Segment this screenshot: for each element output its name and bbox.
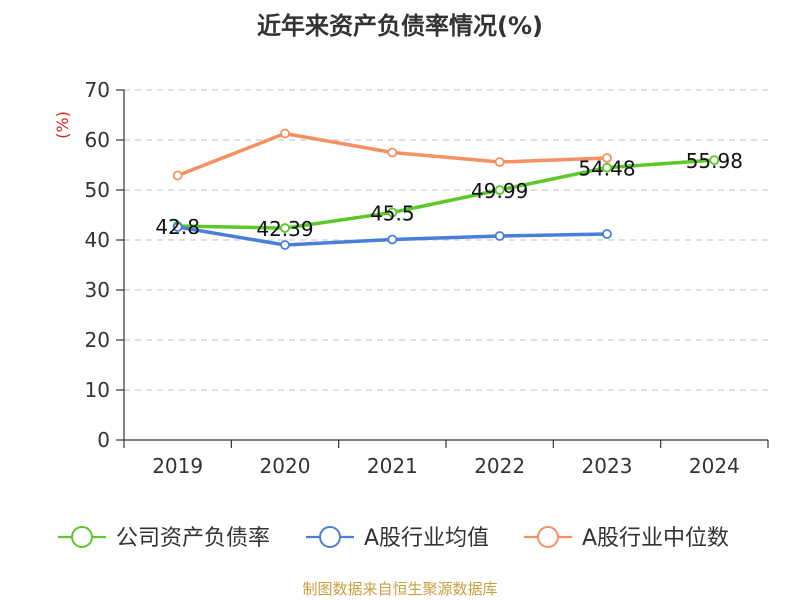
legend-item-0[interactable]: 公司资产负债率 <box>58 526 270 551</box>
series-0-point-2020 <box>280 223 290 233</box>
legend-label-1: A股行业均值 <box>364 526 489 551</box>
series-2-point-2021 <box>387 147 398 158</box>
data-label-2020: 42.39 <box>256 217 313 241</box>
y-axis-unit-label: (%) <box>53 111 72 139</box>
data-labels: 42.8 42.39 45.5 49.99 54.48 55.98 <box>155 149 743 241</box>
series-2-point-2022 <box>494 157 505 167</box>
series-2-point-2023 <box>602 153 612 163</box>
data-label-2024: 55.98 <box>686 149 743 173</box>
series-1-point-2023 <box>602 229 612 239</box>
y-tick-label-60: 60 <box>85 128 110 152</box>
source-note: 制图数据来自恒生聚源数据库 <box>302 580 497 598</box>
series-line-0 <box>175 158 717 230</box>
legend: 公司资产负债率 A股行业均值 A股行业中位数 <box>58 526 729 551</box>
series-1-point-2022 <box>494 231 505 241</box>
x-tick-label-2019: 2019 <box>152 454 203 478</box>
series-0-point-2022 <box>494 185 505 195</box>
legend-marker-1 <box>319 526 341 548</box>
x-tick-label-2020: 2020 <box>260 454 311 478</box>
y-tick-label-30: 30 <box>85 278 110 302</box>
x-tick-label-2023: 2023 <box>582 454 633 478</box>
legend-label-2: A股行业中位数 <box>582 526 729 551</box>
legend-label-0: 公司资产负债率 <box>116 526 270 551</box>
y-tick-label-0: 0 <box>97 428 110 452</box>
legend-marker-2 <box>537 526 559 548</box>
series-0-point-2024 <box>709 155 720 166</box>
legend-item-1[interactable]: A股行业均值 <box>306 526 489 551</box>
y-tick-label-40: 40 <box>85 228 110 252</box>
y-tick-label-10: 10 <box>85 378 110 402</box>
series-0-point-2021 <box>387 207 398 218</box>
series-1-point-2021 <box>387 234 398 245</box>
legend-item-2[interactable]: A股行业中位数 <box>524 526 729 551</box>
data-label-2023: 54.48 <box>578 157 635 181</box>
series-0-point-2023 <box>602 162 612 173</box>
series-2-point-2020 <box>280 128 290 139</box>
grid-lines <box>124 89 768 391</box>
data-label-2019: 42.8 <box>155 215 200 239</box>
data-label-2021: 45.5 <box>370 202 415 226</box>
x-tick-label-2022: 2022 <box>474 454 525 478</box>
x-tick-label-2024: 2024 <box>689 454 740 478</box>
y-tick-label-20: 20 <box>85 328 110 352</box>
series-2-point-2019 <box>172 170 183 181</box>
legend-marker-0 <box>71 526 93 548</box>
chart-title: 近年来资产负债率情况(%) <box>257 12 543 40</box>
y-tick-label-50: 50 <box>85 178 110 202</box>
series-lines <box>172 128 720 250</box>
axes: 0 10 20 30 40 50 60 70 2019 2020 2021 2022 2023 2024 <box>85 78 769 478</box>
series-1-point-2019 <box>172 222 183 232</box>
series-1-point-2020 <box>280 240 290 250</box>
y-tick-label-70: 70 <box>85 78 110 102</box>
data-label-2022: 49.99 <box>471 179 528 203</box>
x-tick-label-2021: 2021 <box>367 454 418 478</box>
